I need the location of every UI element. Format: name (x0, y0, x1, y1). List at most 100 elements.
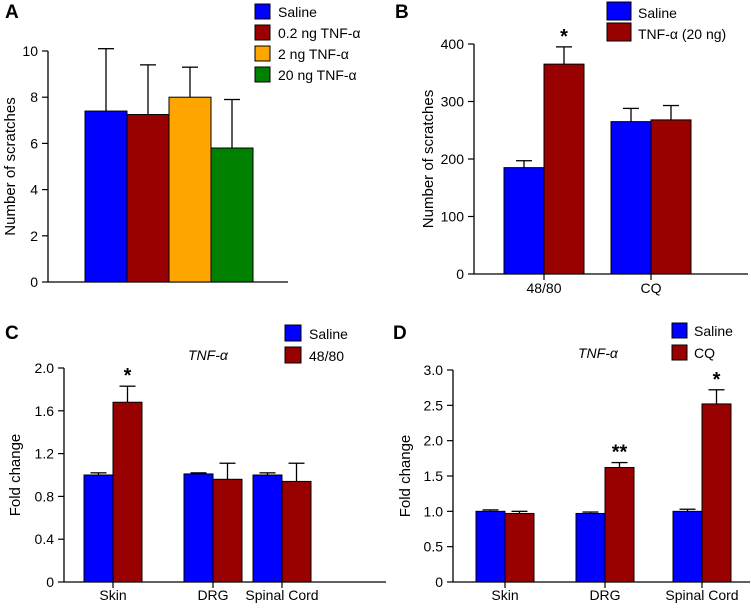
panel-b-y-ticks: 0 100 200 300 400 (441, 36, 474, 282)
panel-d-legend: Saline CQ (671, 322, 733, 361)
legend-swatch (606, 22, 632, 42)
panel-d-bars: *** (475, 369, 732, 583)
x-tick-label: DRG (589, 587, 620, 603)
significance-marker: * (124, 365, 132, 387)
y-tick-label: 200 (441, 151, 465, 167)
panel-c-bars: * (83, 365, 312, 583)
significance-marker: ** (612, 442, 628, 464)
panel-c-y-ticks: 0 0.4 0.8 1.2 1.6 2.0 (35, 360, 64, 590)
y-tick-label: 1.0 (424, 503, 444, 519)
y-tick-label: 0 (435, 574, 443, 590)
bar (650, 119, 692, 275)
legend-label: Saline (694, 323, 733, 339)
y-tick-label: 1.2 (35, 446, 55, 462)
legend-label: CQ (694, 345, 715, 361)
y-tick-label: 6 (30, 135, 38, 151)
y-tick-label: 0 (30, 274, 38, 290)
panel-d-x-ticks: Skin DRG Spinal Cord (491, 582, 739, 603)
legend-label: Saline (638, 5, 677, 21)
y-tick-label: 0.8 (35, 488, 55, 504)
panel-b-legend: Saline TNF-α (20 ng) (606, 1, 726, 42)
legend-label: 20 ng TNF-α (278, 67, 357, 83)
legend-swatch (254, 3, 271, 20)
bar (252, 474, 283, 583)
bar (543, 63, 585, 275)
panel-a: A Number of scratches 0 2 4 6 8 10 Saline 0.2 … (2, 2, 361, 290)
y-tick-label: 400 (441, 36, 465, 52)
bar (610, 121, 652, 275)
x-tick-label: 48/80 (526, 280, 561, 296)
bar (168, 96, 212, 283)
legend-label: Saline (278, 4, 317, 20)
panel-b-bars: * (503, 26, 692, 275)
bar (84, 110, 128, 283)
panel-label-b: B (395, 2, 409, 23)
bar (281, 480, 312, 583)
panel-b: B Number of scratches 0 100 200 300 400 48/8… (395, 1, 748, 296)
panel-a-legend: Saline 0.2 ng TNF-α 2 ng TNF-α 20 ng TNF-α (254, 3, 361, 83)
legend-swatch (606, 1, 632, 21)
bar (212, 478, 243, 583)
legend-swatch (254, 45, 271, 62)
bar (504, 512, 535, 583)
panel-c-title: TNF-α (188, 347, 229, 363)
y-tick-label: 1.6 (35, 403, 55, 419)
y-tick-label: 0 (456, 266, 464, 282)
legend-label: 0.2 ng TNF-α (278, 25, 361, 41)
panel-a-y-axis-label: Number of scratches (2, 97, 19, 235)
legend-swatch (254, 24, 271, 41)
y-tick-label: 10 (22, 43, 38, 59)
y-tick-label: 0.4 (35, 531, 55, 547)
y-tick-label: 100 (441, 209, 465, 225)
y-tick-label: 8 (30, 89, 38, 105)
panel-c: C TNF-α Fold change 0 0.4 0.8 1.2 1.6 2.0 Ski… (5, 323, 386, 603)
y-tick-label: 1.5 (424, 468, 444, 484)
panel-d-y-ticks: 0 0.5 1.0 1.5 2.0 2.5 3.0 (424, 362, 453, 590)
legend-label: 2 ng TNF-α (278, 46, 349, 62)
bar (604, 467, 635, 583)
y-tick-label: 3.0 (424, 362, 444, 378)
bar (210, 147, 254, 283)
bar (475, 510, 506, 583)
y-tick-label: 2.0 (35, 360, 55, 376)
panel-c-x-ticks: Skin DRG Spinal Cord (99, 582, 319, 603)
x-tick-label: CQ (641, 280, 662, 296)
y-tick-label: 2 (30, 228, 38, 244)
bar (701, 403, 732, 583)
legend-swatch (284, 346, 302, 364)
bar (126, 114, 170, 283)
y-tick-label: 2.0 (424, 433, 444, 449)
panel-b-y-axis-label: Number of scratches (420, 90, 437, 228)
panel-c-y-axis-label: Fold change (7, 434, 24, 517)
x-tick-label: Skin (99, 587, 126, 603)
bar (503, 167, 545, 275)
legend-swatch (671, 322, 688, 339)
bar (575, 512, 606, 583)
panel-a-y-ticks: 0 2 4 6 8 10 (22, 43, 48, 290)
legend-label: TNF-α (20 ng) (638, 26, 726, 42)
y-tick-label: 0 (46, 574, 54, 590)
panel-label-a: A (5, 2, 19, 23)
legend-swatch (284, 324, 302, 342)
x-tick-label: DRG (197, 587, 228, 603)
bar (112, 401, 143, 583)
y-tick-label: 0.5 (424, 539, 444, 555)
bar (672, 510, 703, 583)
panel-label-c: C (5, 323, 19, 344)
x-tick-label: Spinal Cord (245, 587, 318, 603)
bar (83, 474, 114, 583)
significance-marker: * (713, 369, 721, 391)
y-tick-label: 2.5 (424, 397, 444, 413)
legend-swatch (671, 344, 688, 361)
bar (183, 473, 214, 583)
x-tick-label: Skin (491, 587, 518, 603)
x-tick-label: Spinal Cord (665, 587, 738, 603)
panel-d-title: TNF-α (578, 345, 619, 361)
panel-c-legend: Saline 48/80 (284, 324, 348, 364)
significance-marker: * (560, 26, 568, 48)
legend-label: Saline (309, 326, 348, 342)
legend-swatch (254, 66, 271, 83)
panel-d: D TNF-α Fold change 00.51.01.52.02.53.0 … (393, 322, 750, 603)
legend-label: 48/80 (309, 348, 344, 364)
